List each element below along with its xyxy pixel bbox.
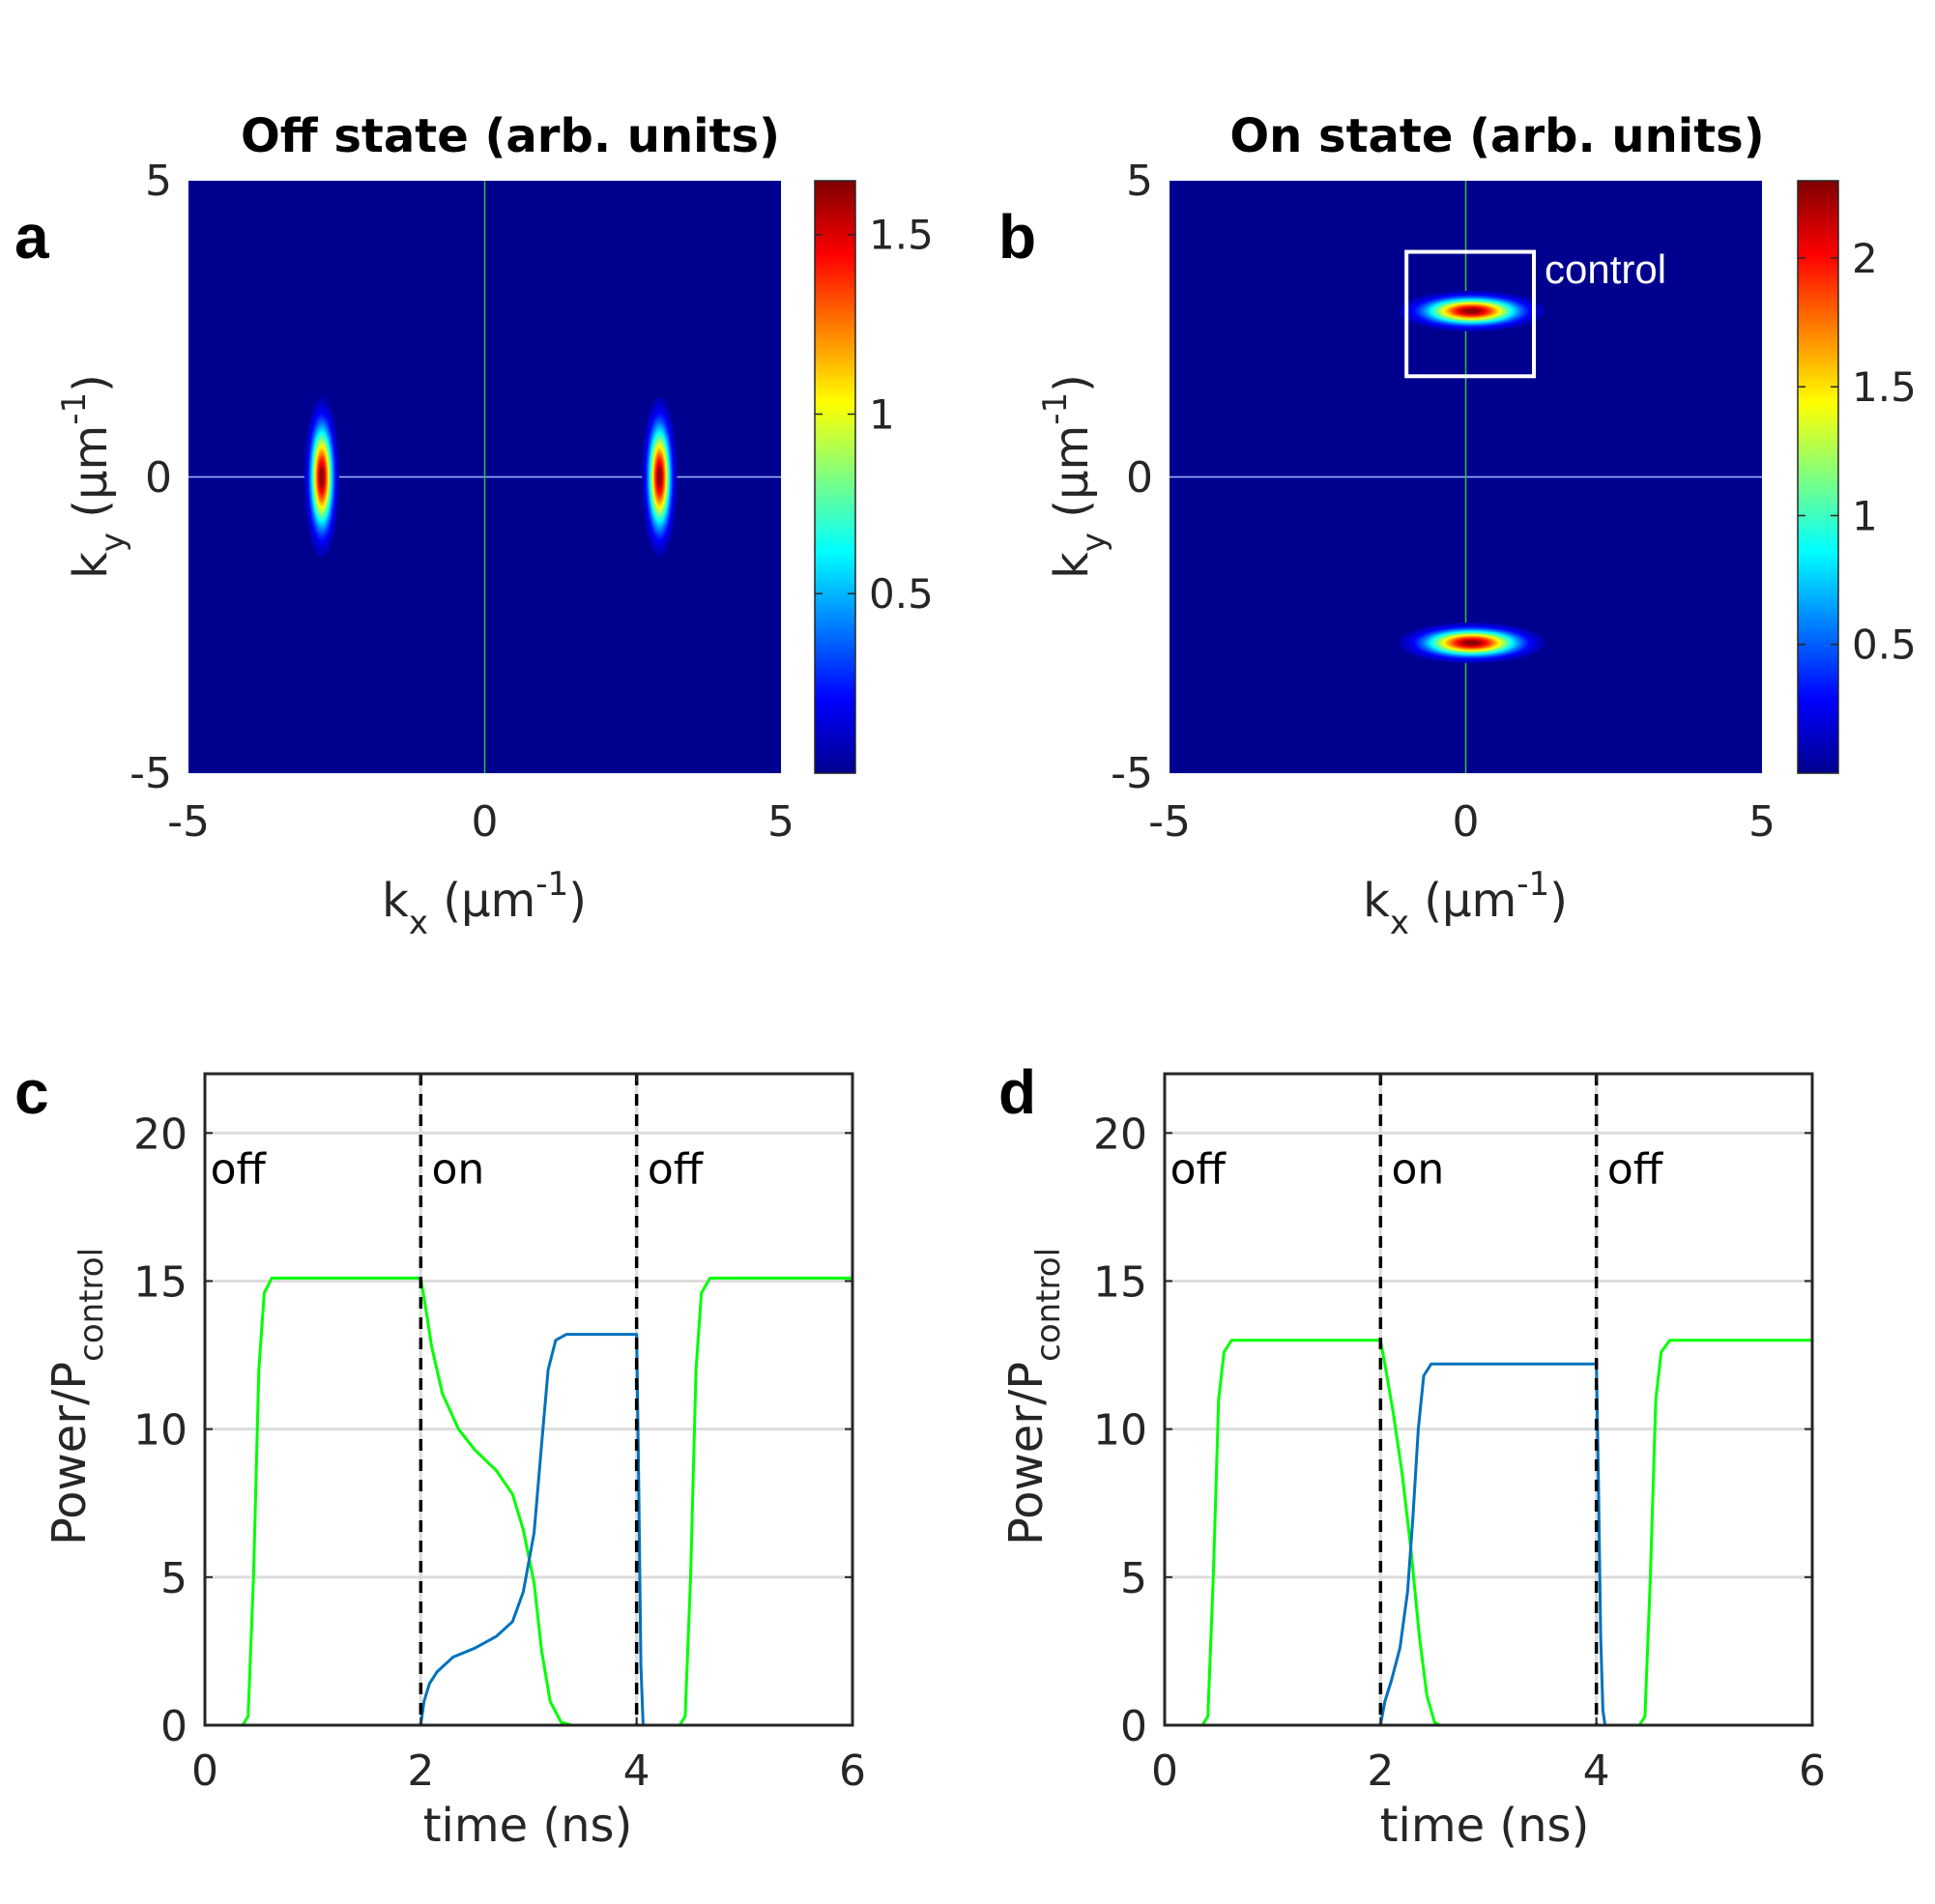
ylabel-c: Power/Pcontrol <box>43 1248 111 1545</box>
series-d-on <box>1165 1362 1812 1727</box>
xlabel-b: kx (μm-1) <box>1363 865 1568 942</box>
series-c-on <box>205 1333 852 1727</box>
colorbar-frame <box>814 180 856 774</box>
colorbar-a <box>815 181 855 773</box>
ylabel-b: ky (μm-1) <box>1036 374 1113 579</box>
state-label-off: off <box>211 1144 268 1194</box>
state-label-off: off <box>648 1144 705 1194</box>
ytick-label: 20 <box>1093 1110 1147 1159</box>
panel-b: b On state (arb. units) control -5 0 5 5… <box>998 109 1917 942</box>
xtick-a-0: -5 <box>167 797 210 847</box>
ylabel-a: ky (μm-1) <box>55 374 132 579</box>
state-label-on: on <box>1392 1144 1445 1194</box>
xtick-label: 6 <box>1799 1746 1826 1796</box>
ytick-label: 10 <box>1093 1406 1147 1456</box>
line-plot-c: off on off 0 2 4 6 0 5 10 15 20 <box>133 1072 866 1796</box>
ytick-a-1: 0 <box>145 453 172 503</box>
spot-core <box>319 467 325 487</box>
colorbar-tick-label: 0.5 <box>869 570 934 618</box>
state-label-off: off <box>1607 1144 1664 1194</box>
ytick-label: 5 <box>1120 1554 1147 1603</box>
ytick-label: 10 <box>133 1406 188 1456</box>
colorbar-ticks-b: 0.5 1 1.5 2 <box>1797 180 1917 774</box>
ytick-b-0: -5 <box>1111 749 1153 798</box>
panel-c: c off on off 0 2 4 6 0 5 10 15 20 time (ns) Power/P… <box>14 1057 866 1853</box>
xtick-b-2: 5 <box>1748 797 1776 847</box>
colorbar-ticks-a: 0.5 1 1.5 <box>814 180 934 774</box>
xtick-label: 2 <box>1367 1746 1394 1796</box>
ytick-a-2: 5 <box>145 157 172 206</box>
xlabel-a: kx (μm-1) <box>382 865 587 942</box>
title-a: Off state (arb. units) <box>241 109 780 163</box>
ytick-a-0: -5 <box>130 749 172 798</box>
spot-core <box>1462 640 1481 646</box>
state-label-off: off <box>1170 1144 1227 1194</box>
panel-label-c: c <box>14 1057 49 1127</box>
ytick-label: 0 <box>1120 1702 1147 1751</box>
ytick-label: 5 <box>160 1554 188 1603</box>
spots-b <box>1399 290 1545 664</box>
xtick-b-0: -5 <box>1148 797 1191 847</box>
yticks-b: 5 0 -5 <box>1111 157 1153 798</box>
xtick-label: 0 <box>1151 1746 1178 1796</box>
xtick-label: 6 <box>839 1746 866 1796</box>
line-plot-d: off on off 0 2 4 6 0 5 10 15 20 <box>1093 1072 1826 1796</box>
colorbar-tick-label: 1 <box>1852 492 1878 539</box>
spot-a-0 <box>303 396 339 558</box>
spot-core <box>657 467 662 487</box>
state-label-on: on <box>432 1144 485 1194</box>
colorbar-frame <box>1797 180 1839 774</box>
ylabel-d: Power/Pcontrol <box>999 1248 1068 1545</box>
title-b: On state (arb. units) <box>1229 109 1764 163</box>
colorbar-tick-label: 2 <box>1852 235 1878 282</box>
colorbar-tick-label: 0.5 <box>1852 621 1917 669</box>
panel-label-a: a <box>14 202 49 272</box>
colorbar-b <box>1798 181 1838 773</box>
control-box <box>1404 249 1536 379</box>
xticks-a: -5 0 5 <box>167 797 794 847</box>
xtick-label: 4 <box>623 1746 650 1796</box>
ytick-label: 15 <box>133 1257 188 1307</box>
xticks-b: -5 0 5 <box>1148 797 1776 847</box>
yticks-a: 5 0 -5 <box>130 157 172 798</box>
xlabel-d: time (ns) <box>1380 1799 1590 1853</box>
colorbar-tick-label: 1.5 <box>869 212 934 259</box>
xtick-a-1: 0 <box>472 797 499 847</box>
xtick-a-2: 5 <box>767 797 794 847</box>
ytick-label: 0 <box>160 1702 188 1751</box>
ytick-b-2: 5 <box>1126 157 1153 206</box>
spot-b-0 <box>1399 290 1545 332</box>
series-c-off <box>205 1276 852 1727</box>
xtick-label: 4 <box>1583 1746 1610 1796</box>
control-label: control <box>1545 246 1666 292</box>
panel-d: d off on off 0 2 4 6 0 5 10 15 20 time (ns) Power/P… <box>998 1057 1826 1853</box>
ytick-label: 15 <box>1093 1257 1147 1307</box>
panel-a: a Off state (arb. units) -5 0 5 5 0 -5 k… <box>14 109 934 942</box>
xlabel-c: time (ns) <box>423 1799 633 1853</box>
plot-area-d <box>1165 1074 1812 1725</box>
colorbar-tick-label: 1 <box>869 390 895 438</box>
colorbar-tick-label: 1.5 <box>1852 363 1917 411</box>
spots-a <box>303 396 678 558</box>
axes-frame-d <box>1163 1072 1814 1727</box>
spot-core <box>1462 308 1481 314</box>
xtick-label: 2 <box>407 1746 434 1796</box>
panel-label-d: d <box>998 1057 1036 1127</box>
spot-b-1 <box>1399 622 1545 664</box>
plot-area-c <box>205 1074 852 1725</box>
xtick-label: 0 <box>191 1746 218 1796</box>
xtick-b-1: 0 <box>1453 797 1480 847</box>
ytick-b-1: 0 <box>1126 453 1153 503</box>
ytick-label: 20 <box>133 1110 188 1159</box>
panel-label-b: b <box>998 202 1036 272</box>
spot-a-1 <box>642 396 678 558</box>
axes-frame-c <box>203 1072 854 1727</box>
